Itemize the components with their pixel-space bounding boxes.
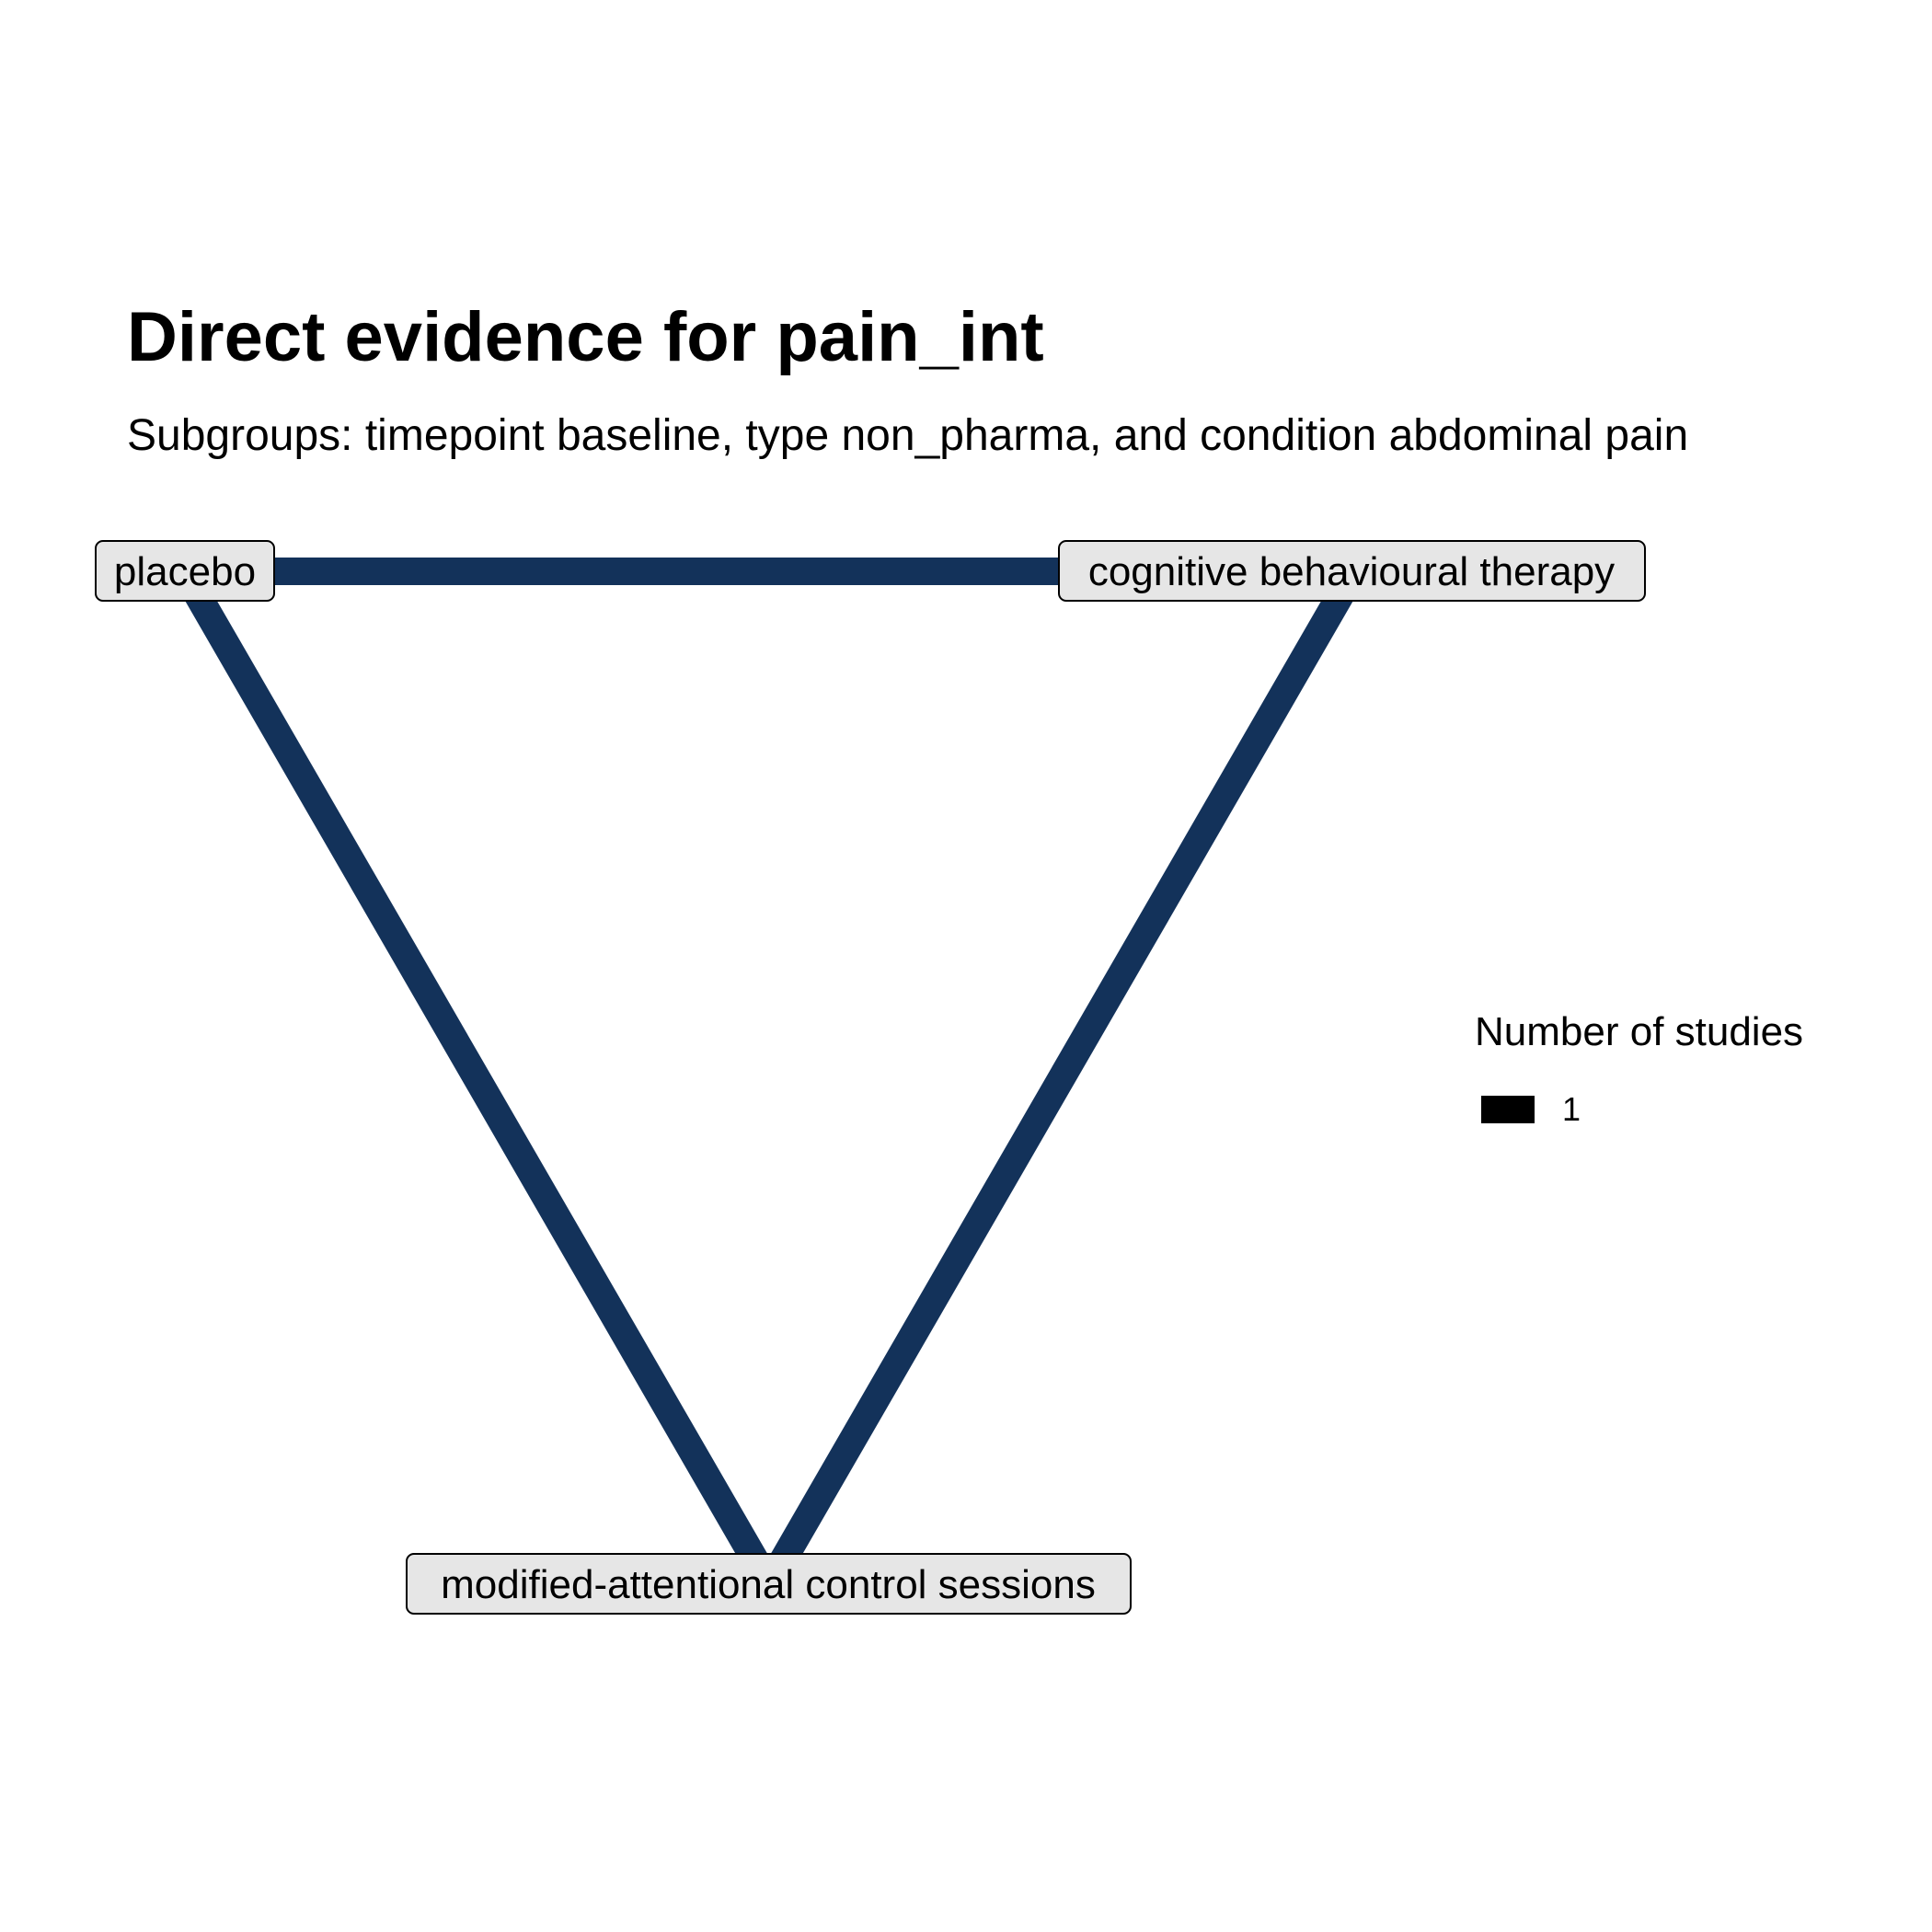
edge-cbt-macs <box>757 564 1366 1592</box>
node-box <box>95 540 275 602</box>
node-modified-attentional-control-sessions: modified-attentional control sessions <box>406 1553 1132 1615</box>
diagram-title: Direct evidence for pain_int <box>127 298 1044 376</box>
edge-placebo-macs <box>172 564 781 1592</box>
legend-title: Number of studies <box>1475 1009 1803 1054</box>
node-label: cognitive behavioural therapy <box>1088 549 1615 594</box>
network-edges <box>172 558 1366 1592</box>
node-cognitive-behavioural-therapy: cognitive behavioural therapy <box>1058 540 1646 602</box>
diagram-subtitle: Subgroups: timepoint baseline, type non_… <box>127 411 1688 460</box>
legend-key <box>1481 1096 1535 1123</box>
node-box <box>406 1553 1132 1615</box>
legend: Number of studies 1 <box>1475 1009 1803 1128</box>
node-label: placebo <box>114 549 256 594</box>
node-label: modified-attentional control sessions <box>441 1562 1096 1607</box>
legend-label: 1 <box>1562 1090 1581 1128</box>
node-box <box>1058 540 1646 602</box>
node-placebo: placebo <box>95 540 275 602</box>
